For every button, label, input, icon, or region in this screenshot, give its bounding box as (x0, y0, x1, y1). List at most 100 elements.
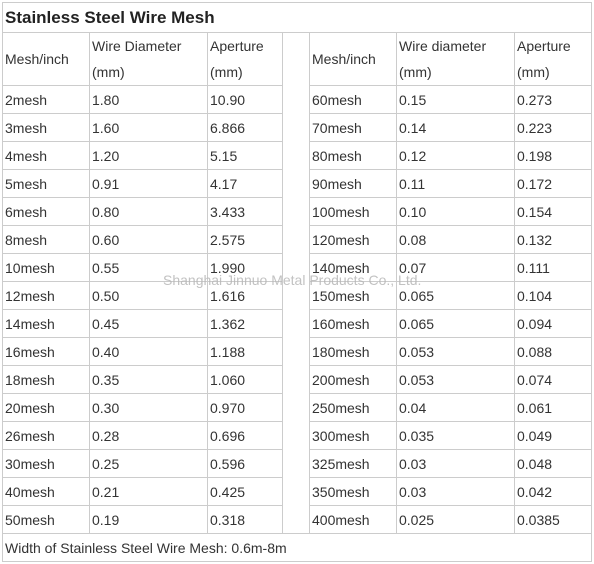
cell-wire-diameter-right: 0.04 (396, 393, 515, 422)
table-row: 14mesh 0.45 1.362 160mesh 0.065 0.094 (2, 309, 593, 338)
cell-mesh-left: 2mesh (2, 85, 90, 114)
cell-aperture-left: 1.362 (207, 309, 283, 338)
cell-aperture-left: 6.866 (207, 113, 283, 142)
cell-mesh-left: 4mesh (2, 141, 90, 170)
cell-mesh-left: 14mesh (2, 309, 90, 338)
cell-aperture-right: 0.049 (513, 421, 593, 450)
table-row: 18mesh 0.35 1.060 200mesh 0.053 0.074 (2, 365, 593, 394)
table-row: 5mesh 0.91 4.17 90mesh 0.11 0.172 (2, 169, 593, 198)
cell-aperture-left: 0.970 (207, 393, 283, 422)
cell-wire-diameter-left: 0.80 (89, 197, 208, 226)
cell-aperture-right: 0.104 (513, 281, 593, 310)
cell-wire-diameter-left: 0.60 (89, 225, 208, 254)
column-gap (282, 32, 310, 534)
cell-mesh-right: 140mesh (309, 253, 397, 282)
cell-wire-diameter-right: 0.053 (396, 337, 515, 366)
cell-wire-diameter-right: 0.14 (396, 113, 515, 142)
cell-mesh-left: 18mesh (2, 365, 90, 394)
cell-wire-diameter-right: 0.15 (396, 85, 515, 114)
cell-aperture-left: 2.575 (207, 225, 283, 254)
cell-mesh-right: 300mesh (309, 421, 397, 450)
cell-mesh-left: 30mesh (2, 449, 90, 478)
cell-aperture-left: 0.318 (207, 505, 283, 534)
cell-aperture-left: 0.696 (207, 421, 283, 450)
cell-mesh-left: 20mesh (2, 393, 90, 422)
cell-wire-diameter-left: 1.20 (89, 141, 208, 170)
table-row: 4mesh 1.20 5.15 80mesh 0.12 0.198 (2, 141, 593, 170)
cell-aperture-right: 0.198 (513, 141, 593, 170)
cell-mesh-right: 400mesh (309, 505, 397, 534)
cell-wire-diameter-left: 1.60 (89, 113, 208, 142)
cell-aperture-left: 0.596 (207, 449, 283, 478)
cell-mesh-right: 160mesh (309, 309, 397, 338)
footer-row: Width of Stainless Steel Wire Mesh: 0.6m… (1, 533, 593, 562)
cell-wire-diameter-right: 0.03 (396, 449, 515, 478)
cell-mesh-right: 80mesh (309, 141, 397, 170)
header-mesh-left: Mesh/inch (2, 32, 90, 86)
cell-wire-diameter-left: 0.21 (89, 477, 208, 506)
cell-mesh-left: 3mesh (2, 113, 90, 142)
cell-wire-diameter-right: 0.035 (396, 421, 515, 450)
cell-mesh-right: 350mesh (309, 477, 397, 506)
cell-mesh-right: 250mesh (309, 393, 397, 422)
cell-mesh-right: 90mesh (309, 169, 397, 198)
cell-wire-diameter-right: 0.10 (396, 197, 515, 226)
cell-aperture-right: 0.172 (513, 169, 593, 198)
table-row: 40mesh 0.21 0.425 350mesh 0.03 0.042 (2, 477, 593, 506)
cell-wire-diameter-left: 0.40 (89, 337, 208, 366)
cell-mesh-right: 180mesh (309, 337, 397, 366)
cell-aperture-left: 0.425 (207, 477, 283, 506)
cell-wire-diameter-left: 1.80 (89, 85, 208, 114)
cell-aperture-left: 3.433 (207, 197, 283, 226)
cell-mesh-right: 70mesh (309, 113, 397, 142)
cell-wire-diameter-right: 0.07 (396, 253, 515, 282)
cell-wire-diameter-right: 0.065 (396, 281, 515, 310)
cell-aperture-left: 1.188 (207, 337, 283, 366)
header-row: Mesh/inch Wire Diameter (mm) Aperture (m… (2, 32, 593, 534)
cell-wire-diameter-left: 0.50 (89, 281, 208, 310)
cell-mesh-left: 50mesh (2, 505, 90, 534)
cell-wire-diameter-left: 0.45 (89, 309, 208, 338)
cell-wire-diameter-right: 0.08 (396, 225, 515, 254)
header-aperture-right: Aperture (mm) (513, 32, 593, 86)
cell-aperture-right: 0.0385 (513, 505, 593, 534)
cell-wire-diameter-left: 0.30 (89, 393, 208, 422)
table-row: 16mesh 0.40 1.188 180mesh 0.053 0.088 (2, 337, 593, 366)
cell-mesh-right: 200mesh (309, 365, 397, 394)
cell-aperture-left: 1.060 (207, 365, 283, 394)
cell-aperture-left: 5.15 (207, 141, 283, 170)
cell-wire-diameter-left: 0.91 (89, 169, 208, 198)
cell-wire-diameter-right: 0.025 (396, 505, 515, 534)
cell-aperture-left: 4.17 (207, 169, 283, 198)
cell-aperture-right: 0.088 (513, 337, 593, 366)
table-row: 12mesh 0.50 1.616 150mesh 0.065 0.104 (2, 281, 593, 310)
cell-aperture-right: 0.048 (513, 449, 593, 478)
cell-wire-diameter-right: 0.065 (396, 309, 515, 338)
table-row: 26mesh 0.28 0.696 300mesh 0.035 0.049 (2, 421, 593, 450)
cell-wire-diameter-right: 0.11 (396, 169, 515, 198)
cell-mesh-left: 12mesh (2, 281, 90, 310)
cell-aperture-right: 0.154 (513, 197, 593, 226)
table-title: Stainless Steel Wire Mesh (1, 2, 593, 33)
cell-aperture-right: 0.094 (513, 309, 593, 338)
cell-aperture-left: 10.90 (207, 85, 283, 114)
cell-mesh-right: 325mesh (309, 449, 397, 478)
cell-aperture-right: 0.273 (513, 85, 593, 114)
table-row: 6mesh 0.80 3.433 100mesh 0.10 0.154 (2, 197, 593, 226)
table-row: 2mesh 1.80 10.90 60mesh 0.15 0.273 (2, 85, 593, 114)
cell-aperture-left: 1.616 (207, 281, 283, 310)
table-footer: Width of Stainless Steel Wire Mesh: 0.6m… (1, 533, 593, 562)
cell-wire-diameter-left: 0.25 (89, 449, 208, 478)
cell-mesh-left: 26mesh (2, 421, 90, 450)
cell-wire-diameter-right: 0.053 (396, 365, 515, 394)
cell-aperture-right: 0.074 (513, 365, 593, 394)
cell-mesh-right: 100mesh (309, 197, 397, 226)
cell-mesh-left: 5mesh (2, 169, 90, 198)
cell-mesh-left: 8mesh (2, 225, 90, 254)
cell-mesh-right: 60mesh (309, 85, 397, 114)
cell-aperture-right: 0.111 (513, 253, 593, 282)
cell-mesh-left: 16mesh (2, 337, 90, 366)
header-mesh-right: Mesh/inch (309, 32, 397, 86)
cell-wire-diameter-right: 0.12 (396, 141, 515, 170)
